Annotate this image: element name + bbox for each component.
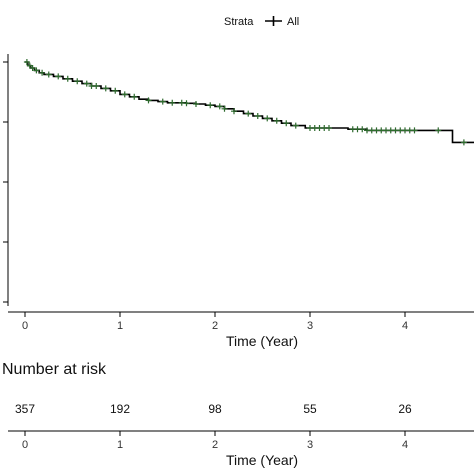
survival-curve-all <box>25 61 474 144</box>
censor-mark <box>159 98 166 105</box>
y-axis-ticks <box>3 61 8 303</box>
censor-mark <box>83 80 90 87</box>
censor-mark <box>121 91 128 98</box>
risk-count: 192 <box>110 402 130 416</box>
censor-mark <box>283 120 290 127</box>
x-axis-title: Time (Year) <box>226 333 298 349</box>
censor-mark <box>29 65 36 71</box>
risk-x-tick-label: 0 <box>22 439 28 451</box>
risk-table-title: Number at risk <box>2 361 107 378</box>
x-tick-label: 0 <box>22 320 28 332</box>
censor-mark <box>207 102 214 109</box>
censor-mark <box>33 67 40 74</box>
censor-mark <box>245 110 252 117</box>
x-axis-ticks: 0 1 2 3 4 <box>22 312 408 332</box>
legend-title: Strata <box>224 16 254 28</box>
km-plot: 0 1 2 3 4 Time (Year) <box>3 54 474 349</box>
risk-table: Number at risk 357 192 98 55 26 0 1 2 3 4 Time (… <box>2 361 474 468</box>
censor-mark <box>254 113 261 119</box>
risk-x-tick-label: 2 <box>212 439 218 451</box>
censor-mark <box>292 122 299 129</box>
censor-mark <box>169 99 176 106</box>
risk-x-tick-label: 1 <box>117 439 123 451</box>
censor-mark <box>359 126 366 133</box>
censor-mark <box>231 108 237 115</box>
x-tick-label: 2 <box>212 320 218 332</box>
censor-mark <box>45 71 52 78</box>
censor-mark <box>216 103 223 110</box>
legend-entry-all: All <box>287 16 299 28</box>
censor-mark <box>39 69 46 76</box>
censor-mark <box>435 127 442 134</box>
censor-mark <box>64 75 71 82</box>
censor-mark <box>23 59 30 65</box>
censor-mark <box>55 73 62 80</box>
risk-count: 26 <box>398 402 412 416</box>
censor-mark <box>326 125 332 131</box>
censor-mark <box>411 127 418 134</box>
censor-mark <box>273 117 280 124</box>
risk-counts: 357 192 98 55 26 <box>15 402 412 416</box>
risk-count: 55 <box>303 402 317 416</box>
censor-mark <box>102 85 109 92</box>
censor-marks <box>23 59 467 146</box>
legend: Strata All <box>224 16 299 28</box>
censor-mark <box>112 87 119 94</box>
risk-x-tick-label: 3 <box>307 439 313 451</box>
censor-mark <box>183 100 190 107</box>
censor-mark <box>74 78 81 85</box>
censor-mark <box>264 115 271 122</box>
x-tick-label: 4 <box>402 320 408 332</box>
risk-x-axis-ticks: 0 1 2 3 4 <box>22 431 408 451</box>
censor-mark <box>460 139 467 146</box>
censor-mark <box>131 93 138 100</box>
censor-mark <box>145 97 152 104</box>
risk-x-axis-title: Time (Year) <box>226 452 298 468</box>
censor-mark <box>221 105 228 112</box>
risk-x-tick-label: 4 <box>402 439 408 451</box>
risk-count: 98 <box>208 402 222 416</box>
censor-mark <box>93 83 100 89</box>
risk-count: 357 <box>15 402 35 416</box>
censor-mark <box>193 101 199 107</box>
x-tick-label: 1 <box>117 320 123 332</box>
x-tick-label: 3 <box>307 320 313 332</box>
